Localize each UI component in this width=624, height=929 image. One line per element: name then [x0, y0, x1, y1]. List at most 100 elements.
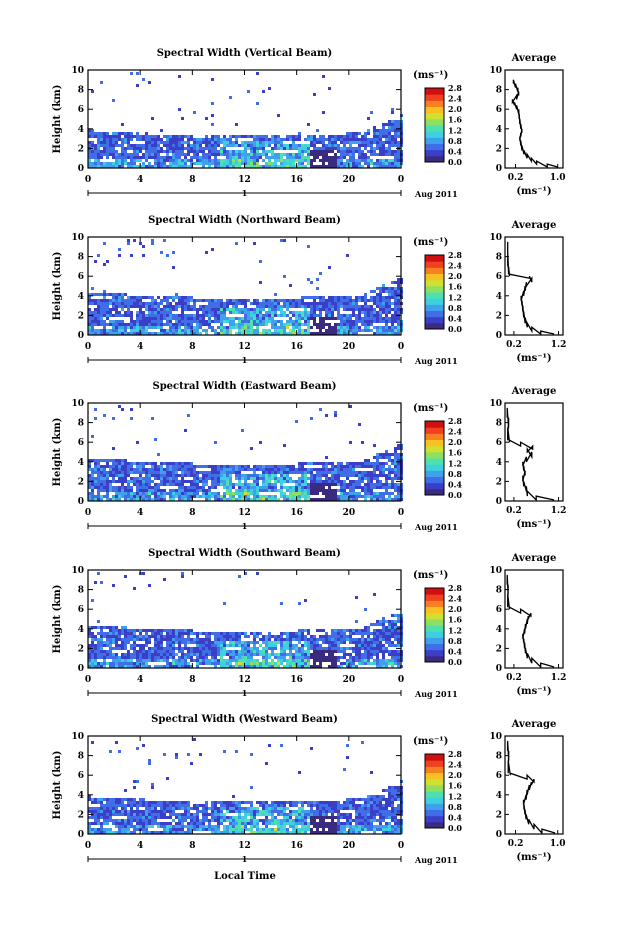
heatmap-cell	[268, 141, 271, 144]
heatmap-cell	[340, 314, 343, 317]
heatmap-cell	[241, 662, 244, 665]
heatmap-cell	[166, 150, 169, 153]
heatmap-cell	[106, 317, 109, 320]
heatmap-cell	[88, 296, 91, 299]
heatmap-cell	[241, 311, 244, 314]
heatmap-cell	[367, 129, 370, 132]
heatmap-cell	[307, 156, 310, 159]
heatmap-cell	[223, 311, 226, 314]
heatmap-cell	[181, 629, 184, 632]
heatmap-cell	[361, 311, 364, 314]
heatmap-cell	[253, 665, 256, 668]
heatmap-cell	[322, 471, 325, 474]
heatmap-cell	[187, 320, 190, 323]
colorbar-swatch	[425, 131, 444, 138]
heatmap-cell	[127, 308, 130, 311]
heatmap-cell	[97, 311, 100, 314]
heatmap-cell	[223, 468, 226, 471]
heatmap-cell	[268, 311, 271, 314]
heatmap-cell	[325, 138, 328, 141]
heatmap-cell	[97, 323, 100, 326]
heatmap-cell	[334, 302, 337, 305]
heatmap-cell	[337, 647, 340, 650]
heatmap-cell	[316, 287, 319, 290]
heatmap-cell	[172, 251, 175, 254]
heatmap-cell	[202, 141, 205, 144]
heatmap-cell	[382, 129, 385, 132]
heatmap-cell	[349, 629, 352, 632]
heatmap-cell	[100, 323, 103, 326]
heatmap-cell	[283, 311, 286, 314]
heatmap-cell	[361, 629, 364, 632]
heatmap-cell	[331, 332, 334, 335]
heatmap-cell	[211, 480, 214, 483]
heatmap-cell	[157, 647, 160, 650]
heatmap-cell	[391, 120, 394, 123]
heatmap-cell	[190, 305, 193, 308]
heatmap-cell	[148, 659, 151, 662]
heatmap-cell	[94, 468, 97, 471]
heatmap-cell	[253, 659, 256, 662]
heatmap-cell	[112, 447, 115, 450]
heatmap-cell	[295, 483, 298, 486]
heatmap-cell	[313, 641, 316, 644]
heatmap-cell	[142, 477, 145, 480]
heatmap-cell	[382, 132, 385, 135]
y-tick-label: 6	[78, 272, 84, 282]
heatmap-cell	[298, 665, 301, 668]
heatmap-cell	[265, 329, 268, 332]
heatmap-cell	[208, 165, 211, 168]
heatmap-cell	[325, 632, 328, 635]
heatmap-cell	[310, 332, 313, 335]
heatmap-cell	[289, 641, 292, 644]
heatmap-cell	[220, 314, 223, 317]
heatmap-cell	[154, 474, 157, 477]
heatmap-cell	[358, 326, 361, 329]
heatmap-cell	[142, 656, 145, 659]
heatmap-cell	[160, 323, 163, 326]
heatmap-cell	[343, 656, 346, 659]
heatmap-cell	[124, 311, 127, 314]
heatmap-cell	[238, 665, 241, 668]
heatmap-cell	[148, 162, 151, 165]
heatmap-cell	[238, 653, 241, 656]
heatmap-cell	[301, 635, 304, 638]
heatmap-cell	[232, 650, 235, 653]
heatmap-cell	[94, 486, 97, 489]
heatmap-cell	[247, 483, 250, 486]
colorbar-tick-label: 2.0	[448, 437, 462, 447]
heatmap-cell	[358, 480, 361, 483]
heatmap-cell	[373, 486, 376, 489]
heatmap-cell	[151, 326, 154, 329]
heatmap-cell	[166, 305, 169, 308]
heatmap-cell	[199, 638, 202, 641]
heatmap-cell	[97, 293, 100, 296]
heatmap-cell	[178, 656, 181, 659]
heatmap-cell	[382, 320, 385, 323]
heatmap-cell	[118, 492, 121, 495]
heatmap-cell	[148, 141, 151, 144]
heatmap-cell	[136, 638, 139, 641]
colorbar-swatch	[425, 155, 444, 163]
heatmap-cell	[106, 632, 109, 635]
heatmap-cell	[292, 659, 295, 662]
heatmap-cell	[88, 326, 91, 329]
heatmap-cell	[364, 302, 367, 305]
heatmap-cell	[397, 644, 400, 647]
heatmap-cell	[376, 144, 379, 147]
heatmap-cell	[319, 477, 322, 480]
heatmap-cell	[121, 638, 124, 641]
heatmap-cell	[256, 165, 259, 168]
heatmap-cell	[121, 293, 124, 296]
heatmap-cell	[334, 641, 337, 644]
heatmap-cell	[334, 662, 337, 665]
heatmap-cell	[319, 474, 322, 477]
heatmap-cell	[211, 483, 214, 486]
heatmap-cell	[238, 644, 241, 647]
heatmap-cell	[304, 159, 307, 162]
heatmap-cell	[289, 156, 292, 159]
heatmap-cell	[322, 135, 325, 138]
heatmap-cell	[184, 429, 187, 432]
